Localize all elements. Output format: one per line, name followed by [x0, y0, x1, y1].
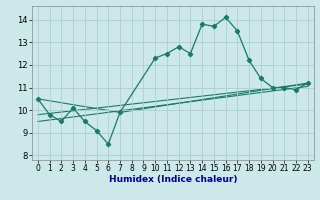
X-axis label: Humidex (Indice chaleur): Humidex (Indice chaleur) [108, 175, 237, 184]
